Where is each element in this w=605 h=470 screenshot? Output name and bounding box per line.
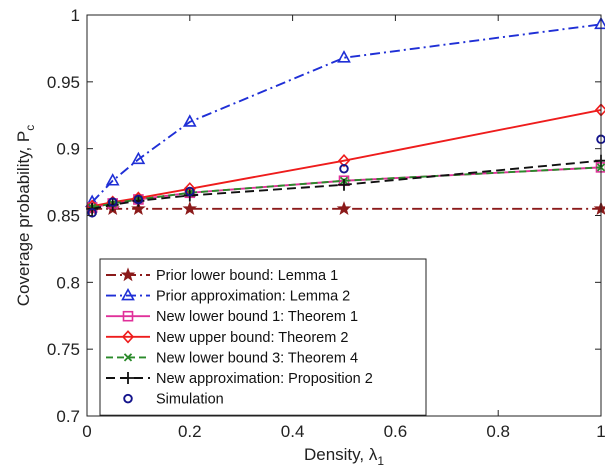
series-7-point-1 [87, 208, 97, 218]
series-layer [84, 16, 605, 218]
x-axis-label: Density, λ1 [304, 445, 384, 468]
legend: Prior lower bound: Lemma 1 Prior approxim… [99, 258, 427, 416]
y-axis-label: Coverage probability, Pc [14, 125, 37, 306]
legend-marker [121, 287, 135, 301]
y-tick-label: 0.85 [47, 207, 80, 226]
legend-marker [120, 267, 136, 282]
legend-label: New approximation: Proposition 2 [156, 371, 373, 387]
x-tick-label: 0.6 [384, 422, 408, 441]
y-tick-label: 0.9 [56, 140, 80, 159]
legend-box [99, 258, 427, 416]
x-tick-label: 0.2 [178, 422, 202, 441]
series-2-point-5 [337, 50, 351, 63]
legend-label: Simulation [156, 392, 224, 408]
legend-marker [122, 310, 134, 322]
series-6-point-2 [106, 198, 119, 211]
y-axis-label-subscript: c [23, 125, 37, 131]
series-7-point-3 [133, 194, 144, 205]
y-tick-label: 0.7 [56, 407, 80, 426]
series-1-point-4 [182, 201, 198, 216]
x-tick-label: 1 [596, 422, 605, 441]
legend-label: New upper bound: Theorem 2 [156, 330, 348, 346]
series-7-point-4 [185, 186, 195, 197]
series-4-point-5 [337, 154, 351, 168]
x-axis-label-text: Density, λ [304, 445, 378, 464]
legend-label: Prior approximation: Lemma 2 [156, 289, 350, 305]
legend-marker [123, 393, 133, 404]
legend-entry-3: New lower bound 1: Theorem 1 [106, 309, 358, 325]
series-7-point-5 [339, 163, 349, 174]
x-tick-label: 0.4 [281, 422, 305, 441]
legend-entry-1: Prior lower bound: Lemma 1 [106, 267, 338, 284]
series-2-point-3 [131, 151, 146, 165]
legend-entry-7: Simulation [123, 392, 224, 408]
legend-label: New lower bound 3: Theorem 4 [156, 350, 358, 366]
legend-entry-6: New approximation: Proposition 2 [106, 371, 373, 387]
legend-entry-5: New lower bound 3: Theorem 4 [106, 350, 358, 366]
y-tick-label: 0.95 [47, 73, 80, 92]
series-7-point-2 [107, 197, 118, 207]
y-axis-label-text: Coverage probability, P [14, 131, 33, 306]
x-tick-label: 0.8 [486, 422, 510, 441]
legend-label: Prior lower bound: Lemma 1 [156, 268, 338, 284]
legend-entry-4: New upper bound: Theorem 2 [106, 330, 348, 346]
series-1-point-3 [131, 201, 146, 216]
legend-marker [122, 372, 134, 384]
series-2-point-2 [105, 173, 120, 186]
series-1-point-5 [336, 201, 352, 216]
y-tick-label: 0.75 [47, 340, 80, 359]
axes-layer: 0 0.2 0.4 0.6 0.8 10.70.750.80.850.90.951Dens… [14, 6, 605, 468]
y-tick-label: 0.8 [56, 273, 80, 292]
series-7 [87, 134, 605, 218]
series-6-point-5 [338, 178, 350, 191]
legend-marker [123, 353, 133, 362]
legend-label: New lower bound 1: Theorem 1 [156, 309, 358, 325]
y-tick-label: 1 [71, 6, 80, 25]
x-tick-label: 0 [82, 422, 91, 441]
x-axis-label-subscript: 1 [377, 454, 384, 468]
legend-entry-2: Prior approximation: Lemma 2 [106, 287, 350, 305]
legend-marker [121, 330, 135, 344]
series-2-point-4 [182, 114, 197, 127]
